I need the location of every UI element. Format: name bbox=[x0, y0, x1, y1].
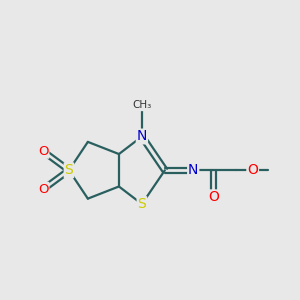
Text: O: O bbox=[38, 145, 49, 158]
Text: S: S bbox=[137, 197, 146, 211]
Text: N: N bbox=[137, 130, 147, 143]
Text: O: O bbox=[208, 190, 219, 204]
Text: O: O bbox=[38, 183, 49, 196]
Text: O: O bbox=[247, 163, 258, 177]
Text: S: S bbox=[64, 163, 73, 177]
Text: CH₃: CH₃ bbox=[132, 100, 152, 110]
Text: N: N bbox=[188, 163, 198, 177]
